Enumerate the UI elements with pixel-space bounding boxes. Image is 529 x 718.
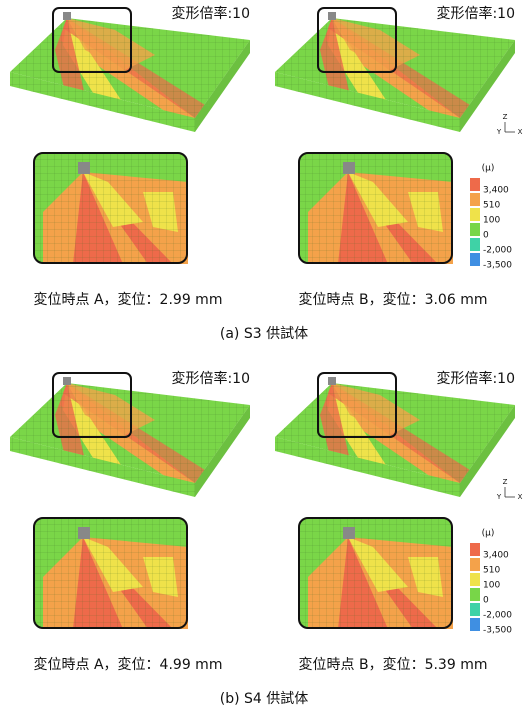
caption: 変位時点 A，変位：2.99 mm (34, 291, 223, 308)
legend-label: -3,500 (483, 261, 512, 271)
legend-label: 0 (483, 596, 489, 606)
axis-label: Y (496, 493, 502, 501)
legend-label: 0 (483, 231, 489, 241)
legend-label: -3,500 (483, 626, 512, 636)
scale-label: 変形倍率:10 (171, 370, 250, 387)
legend-label: 510 (483, 201, 500, 211)
legend-label: 100 (483, 581, 500, 591)
legend-label: 100 (483, 216, 500, 226)
panel-label: (a) S3 供試体 (220, 326, 308, 342)
legend-unit: (μ) (482, 529, 495, 539)
legend-swatch (470, 223, 480, 236)
caption: 変位時点 B，変位：3.06 mm (299, 291, 488, 308)
legend-label: 510 (483, 566, 500, 576)
legend-swatch (470, 208, 480, 221)
legend-swatch (470, 178, 480, 191)
zoom-image (34, 153, 188, 264)
axis-label: X (518, 493, 523, 501)
legend-swatch (470, 543, 480, 556)
legend-label: 3,400 (483, 186, 509, 196)
caption: 変位時点 A，変位：4.99 mm (34, 656, 223, 673)
figure: 変形倍率:10 変位時点 A，変位：2.99 mm 変形倍率:10 変位時点 B，変位… (0, 0, 529, 718)
legend-swatch (470, 253, 480, 266)
scale-label: 変形倍率:10 (171, 5, 250, 22)
zoom-image (299, 153, 453, 264)
scale-label: 変形倍率:10 (436, 5, 515, 22)
axis-label: X (518, 128, 523, 136)
axis-label: Z (503, 113, 508, 121)
legend-label: -2,000 (483, 246, 512, 256)
legend-swatch (470, 193, 480, 206)
legend-swatch (470, 573, 480, 586)
legend-swatch (470, 238, 480, 251)
legend-swatch (470, 558, 480, 571)
panel-label: (b) S4 供試体 (220, 691, 309, 707)
zoom-image (34, 518, 188, 629)
caption: 変位時点 B，変位：5.39 mm (299, 656, 488, 673)
scale-label: 変形倍率:10 (436, 370, 515, 387)
axis-label: Z (503, 478, 508, 486)
legend-swatch (470, 618, 480, 631)
legend-label: -2,000 (483, 611, 512, 621)
zoom-image (299, 518, 453, 629)
axis-label: Y (496, 128, 502, 136)
legend-label: 3,400 (483, 551, 509, 561)
legend-swatch (470, 603, 480, 616)
legend-unit: (μ) (482, 164, 495, 174)
legend-swatch (470, 588, 480, 601)
